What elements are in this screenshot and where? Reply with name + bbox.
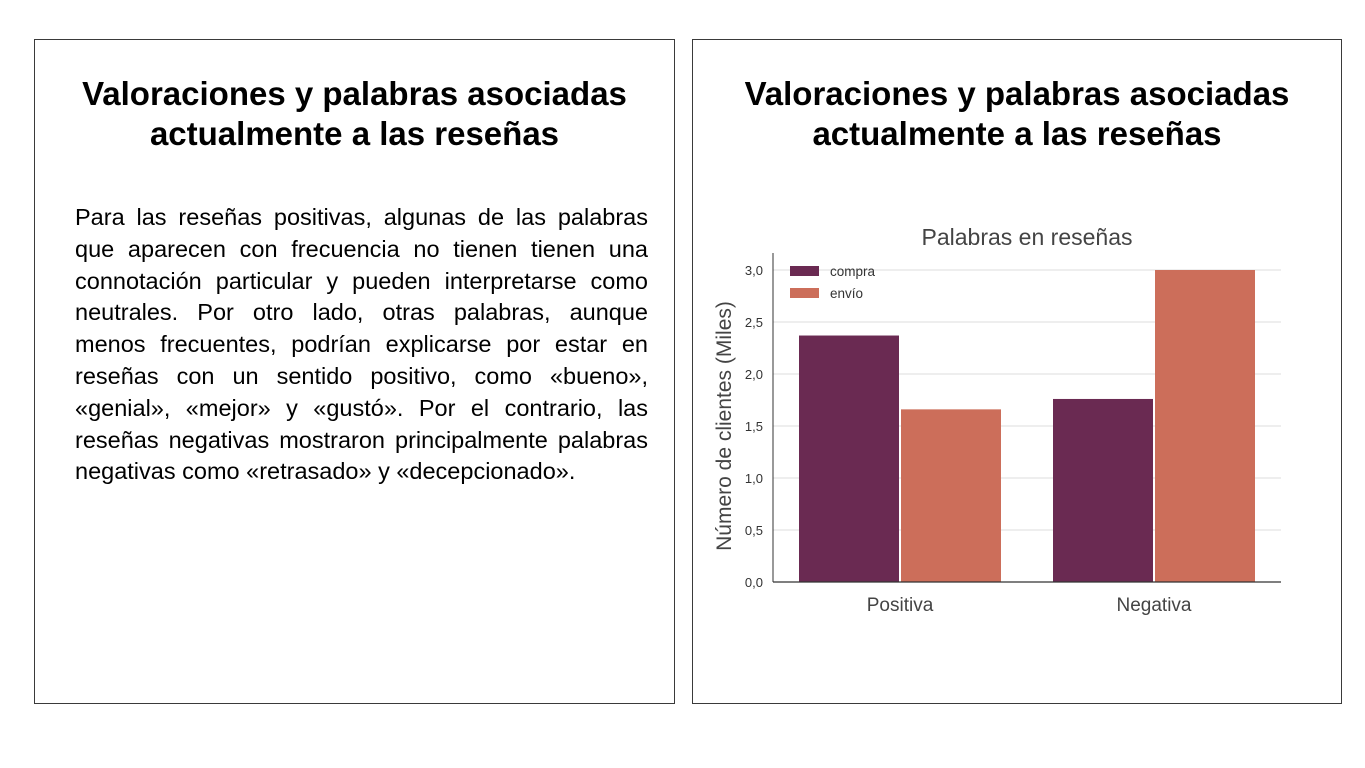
y-tick-label: 3,0 (745, 263, 763, 278)
y-tick-label: 0,5 (745, 523, 763, 538)
y-axis-label: Número de clientes (Miles) (713, 301, 736, 551)
bar-compra-Negativa (1053, 398, 1153, 582)
bars (799, 270, 1255, 582)
x-category-labels: Positiva Negativa (867, 595, 1192, 616)
chart-title: Palabras en reseñas (922, 224, 1133, 250)
y-tick-label: 2,0 (745, 367, 763, 382)
bar-compra-Positiva (799, 335, 899, 582)
chart-panel-title: Valoraciones y palabras asociadas actual… (744, 75, 1290, 152)
legend: compra envío (790, 264, 876, 301)
bar-chart: Palabras en reseñas 0,0 0,5 1,0 1,5 2,0 2,5 3,… (713, 224, 1281, 616)
y-tick-label: 1,5 (745, 419, 763, 434)
legend-label: envío (830, 286, 863, 301)
y-tick-label: 1,0 (745, 471, 763, 486)
legend-swatch (790, 266, 819, 276)
chart-panel: Valoraciones y palabras asociadas actual… (692, 39, 1342, 704)
text-panel-title: Valoraciones y palabras asociadas actual… (82, 75, 627, 152)
legend-label: compra (830, 264, 876, 279)
bar-envío-Positiva (901, 409, 1001, 582)
text-panel-body: Para las reseñas positivas, algunas de l… (75, 204, 648, 485)
bar-envío-Negativa (1155, 270, 1255, 582)
y-tick-labels: 0,0 0,5 1,0 1,5 2,0 2,5 3,0 (745, 263, 763, 590)
text-panel: Valoraciones y palabras asociadas actual… (34, 39, 675, 704)
y-tick-label: 2,5 (745, 315, 763, 330)
legend-swatch (790, 288, 819, 298)
y-tick-label: 0,0 (745, 575, 763, 590)
x-category-label: Positiva (867, 595, 934, 616)
x-category-label: Negativa (1117, 595, 1192, 616)
